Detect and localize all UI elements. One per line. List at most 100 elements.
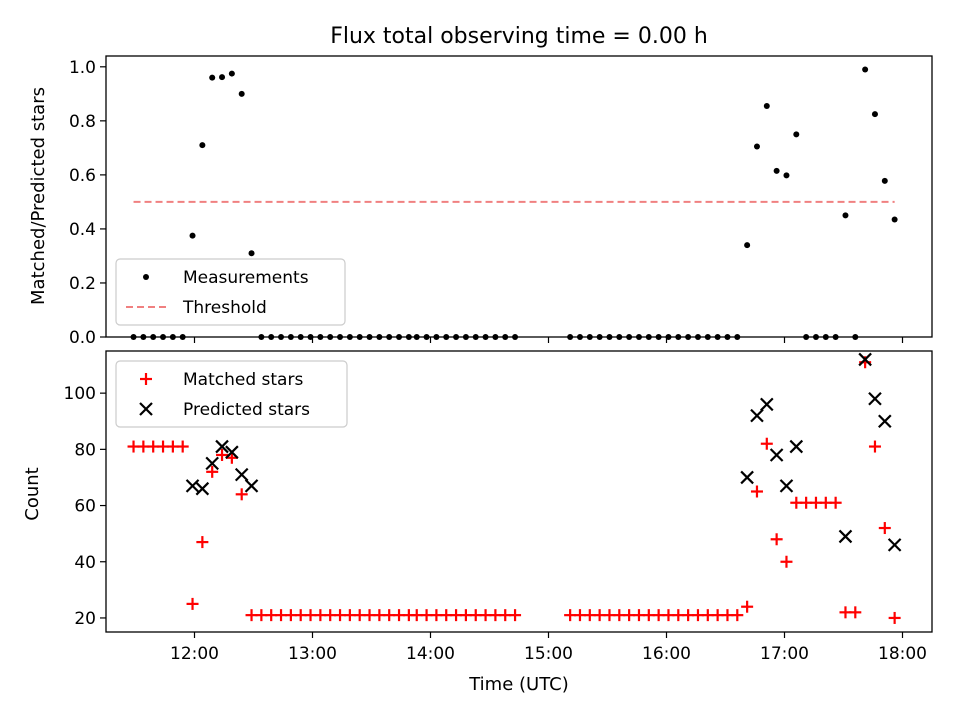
top-axes-frame [105,55,933,338]
matched-stars-point [888,611,901,624]
measurement-point [793,131,800,138]
measurement-point [209,74,216,81]
measurement-point [862,66,869,73]
bottom-y-tick-label: 60 [74,497,96,517]
predicted-stars-point [234,467,249,482]
matched-stars-point [216,448,229,461]
legend-label: Threshold [182,298,267,318]
matched-stars-point [750,485,763,498]
predicted-stars-point [887,538,902,552]
x-tick-label: 18:00 [878,644,927,664]
predicted-stars-point [215,439,229,454]
measurement-point [219,74,226,81]
legend-matched-swatch [140,373,152,385]
bottom-axes-frame [105,350,933,633]
predicted-stars-point [868,391,882,406]
predicted-stars-point [789,439,804,454]
measurement-point [763,102,770,109]
bottom-y-axis-label: Count [22,467,43,520]
top-y-tick-label: 0.4 [69,220,96,240]
top-panel: 0.0 0.2 0.4 0.6 0.8 1.0 Matched/Predicted sta… [28,55,933,348]
bottom-y-tick-label: 20 [74,609,96,629]
top-y-tick-label: 1.0 [69,58,96,78]
measurement-point [773,167,780,174]
predicted-stars-point [779,479,794,493]
predicted-stars-point [760,397,774,412]
measurement-point [189,232,196,239]
measurement-point [753,143,760,150]
legend-label: Predicted stars [183,400,310,420]
bottom-y-axis: 20 40 60 80 100 [64,384,106,629]
x-tick-label: 13:00 [288,644,337,664]
bottom-panel: 20 40 60 80 100 12:00 13:00 14:00 15:00 16:00 17:… [22,350,933,695]
legend-predicted-swatch [139,402,153,416]
legend-label: Measurements [183,268,309,288]
predicted-stars-point [195,481,210,496]
x-tick-label: 14:00 [406,644,455,664]
predicted-stars-point [244,479,259,493]
matched-stars-point [225,451,238,464]
predicted-stars-point [858,352,872,367]
predicted-stars-point [185,479,200,493]
matched-stars-point [741,600,754,613]
predicted-stars-point [205,456,219,471]
top-legend-box [115,258,346,326]
top-y-axis-label: Matched/Predicted stars [28,87,49,305]
legend-item: Measurements [143,268,309,288]
top-y-tick-label: 0.2 [69,274,96,294]
predicted-stars-point [225,445,239,459]
matched-stars-point [196,536,209,549]
measurement-point [744,242,751,249]
measurement-point [871,111,878,118]
predicted-stars-point [838,529,853,544]
predicted-stars-point [750,408,764,423]
matched-stars-point [829,496,842,509]
bottom-y-tick-label: 100 [64,384,96,404]
top-x-axis [193,337,904,343]
matched-stars-point [760,437,773,450]
measurement-point [238,90,245,97]
x-tick-label: 12:00 [170,644,219,664]
measurement-point [228,70,235,77]
legend-item: Predicted stars [139,400,310,420]
matched-stars-point [186,597,199,610]
predicted-stars-point [878,414,892,429]
measurement-point [881,177,888,184]
measurement-point [248,250,255,257]
x-tick-label: 16:00 [642,644,691,664]
legend-measurement-swatch [143,274,149,280]
top-y-tick-label: 0.0 [69,328,96,348]
matched-stars-point [235,488,248,501]
matched-stars-point [770,533,783,546]
measurement-point [891,216,898,223]
top-legend: Measurements Threshold [115,258,346,326]
bottom-y-tick-label: 80 [74,440,96,460]
top-plot-area [130,66,898,340]
matched-stars-point [780,555,793,568]
bottom-legend-box [115,360,348,428]
legend-item: Threshold [126,298,267,318]
legend-item: Matched stars [140,370,303,390]
legend-label: Matched stars [183,370,303,390]
bottom-x-axis: 12:00 13:00 14:00 15:00 16:00 17:00 18:00 [170,632,927,664]
top-y-tick-label: 0.6 [69,166,96,186]
bottom-y-tick-label: 40 [74,553,96,573]
bottom-plot-area [127,352,902,624]
matched-stars-point [878,522,891,535]
x-tick-label: 15:00 [524,644,573,664]
matched-stars-point [731,609,744,622]
measurement-point [199,142,206,149]
matched-stars-point [868,440,881,453]
top-y-tick-label: 0.8 [69,112,96,132]
matched-stars-point [509,609,522,622]
measurement-point [842,212,849,219]
bottom-legend: Matched stars Predicted stars [115,360,348,428]
matched-stars-point [206,465,219,478]
matched-stars-point [176,440,189,453]
x-axis-label: Time (UTC) [468,674,569,695]
chart-title: Flux total observing time = 0.00 h [330,24,708,49]
x-tick-label: 17:00 [760,644,809,664]
measurement-point [783,172,790,179]
top-y-axis: 0.0 0.2 0.4 0.6 0.8 1.0 [69,58,106,348]
